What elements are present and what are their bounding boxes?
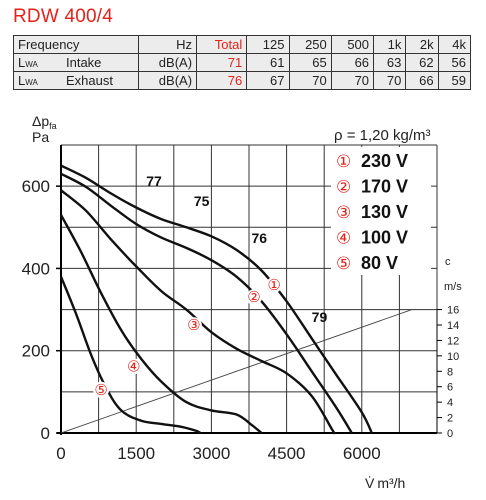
performance-curve-5 bbox=[59, 276, 201, 435]
y-tick-label: 600 bbox=[22, 177, 50, 196]
legend-background bbox=[331, 147, 431, 275]
row-value: 56 bbox=[437, 53, 472, 72]
sound-level-label: 77 bbox=[146, 173, 162, 189]
legend-marker: ⑤ bbox=[336, 254, 351, 274]
row-label: Intake bbox=[62, 53, 139, 72]
x-tick-label: 6000 bbox=[343, 444, 381, 463]
curve-marker-background bbox=[266, 276, 283, 293]
row-label: Exhaust bbox=[62, 71, 139, 90]
curve-marker: ③ bbox=[187, 316, 200, 334]
x-tick-label: 4500 bbox=[268, 444, 306, 463]
velocity-tick-label: 6 bbox=[447, 382, 453, 394]
velocity-tick-label: 0 bbox=[447, 428, 453, 440]
x-axis-label: V̇ m³/h bbox=[365, 475, 405, 491]
velocity-tick-label: 10 bbox=[447, 351, 459, 363]
performance-curve-3 bbox=[60, 189, 336, 435]
table-header-row: Frequency Hz Total 125 250 500 1k 2k 4k bbox=[13, 35, 472, 54]
curve-marker-background bbox=[246, 289, 263, 306]
sound-data-table: Frequency Hz Total 125 250 500 1k 2k 4k … bbox=[13, 35, 472, 90]
curve-marker-background bbox=[125, 358, 142, 375]
curve-marker-background bbox=[185, 317, 202, 334]
sound-level-label: 79 bbox=[312, 309, 328, 325]
velocity-axis-unit: m/s bbox=[444, 281, 462, 293]
legend-marker: ③ bbox=[336, 203, 351, 223]
velocity-tick-label: 14 bbox=[447, 320, 459, 332]
chart-labels: 0 1500 3000 4500 600002004006000246810121416… bbox=[22, 147, 459, 463]
legend-entry: 170 V bbox=[361, 177, 408, 197]
y-tick-label: 0 bbox=[41, 424, 50, 443]
row-value: 59 bbox=[437, 71, 472, 90]
row-unit: dB(A) bbox=[137, 53, 198, 72]
row-symbol: LWA bbox=[13, 53, 62, 72]
performance-curve-1 bbox=[60, 164, 373, 434]
system-line bbox=[61, 309, 413, 433]
y-axis-unit: Pa bbox=[32, 129, 49, 145]
row-value: 67 bbox=[246, 71, 290, 90]
velocity-axis-label: c bbox=[445, 256, 451, 268]
legend-marker: ① bbox=[336, 152, 351, 172]
header-4k: 4k bbox=[437, 35, 472, 54]
legend-entry: 230 V bbox=[361, 151, 408, 171]
header-125: 125 bbox=[246, 35, 290, 54]
row-symbol: LWA bbox=[13, 71, 62, 90]
legend: ① 230 V ② 170 V ③ 130 V ④ 100 V ⑤ 80 V bbox=[331, 147, 431, 275]
table-row: LWA Intake dB(A) 71 61 65 66 63 62 56 bbox=[13, 53, 472, 72]
legend-marker: ④ bbox=[336, 229, 351, 249]
performance-curve-2 bbox=[60, 172, 353, 434]
system-characteristic-line bbox=[61, 309, 413, 433]
sound-level-label: 76 bbox=[252, 230, 268, 246]
velocity-tick-label: 4 bbox=[447, 397, 453, 409]
legend-entry: 100 V bbox=[361, 228, 408, 248]
x-tick-label: 0 bbox=[56, 444, 65, 463]
velocity-tick-label: 8 bbox=[447, 366, 453, 378]
row-value: 66 bbox=[405, 71, 439, 90]
row-value: 63 bbox=[373, 53, 407, 72]
curve-marker: ⑤ bbox=[94, 381, 107, 399]
y-tick-label: 400 bbox=[22, 259, 50, 278]
product-title: RDW 400/4 bbox=[13, 6, 114, 27]
x-tick-label: 1500 bbox=[117, 444, 155, 463]
row-unit: dB(A) bbox=[137, 71, 198, 90]
velocity-tick-label: 12 bbox=[447, 335, 459, 347]
sound-level-label: 75 bbox=[194, 193, 210, 209]
legend-entry: 130 V bbox=[361, 202, 408, 222]
performance-curve-4 bbox=[59, 214, 263, 434]
y-axis-symbol: Δpfa bbox=[32, 113, 57, 131]
legend-marker: ② bbox=[336, 178, 351, 198]
y-tick-label: 200 bbox=[22, 342, 50, 361]
performance-curves bbox=[59, 164, 373, 435]
x-tick-label: 3000 bbox=[192, 444, 230, 463]
curve-marker-background bbox=[93, 381, 110, 398]
legend-entry: 80 V bbox=[361, 253, 398, 273]
row-value: 70 bbox=[330, 71, 375, 90]
velocity-tick-label: 16 bbox=[447, 305, 459, 317]
curve-marker: ① bbox=[267, 276, 280, 294]
velocity-tick-label: 2 bbox=[447, 413, 453, 425]
row-value: 70 bbox=[288, 71, 332, 90]
curve-marker: ④ bbox=[127, 357, 140, 375]
table-row: LWA Exhaust dB(A) 76 67 70 70 70 66 59 bbox=[13, 71, 472, 90]
curve-marker: ② bbox=[247, 288, 260, 306]
density-label: ρ = 1,20 kg/m³ bbox=[334, 127, 431, 144]
